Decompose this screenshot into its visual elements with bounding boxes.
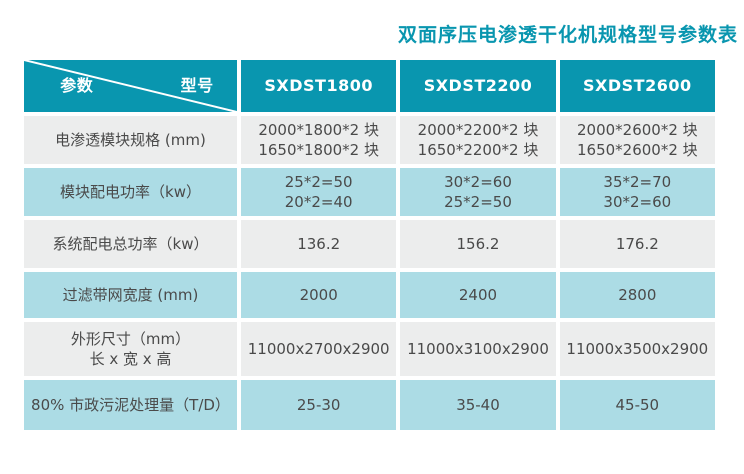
cell-sludge-capacity-3: 45-50	[559, 380, 715, 430]
cell-belt-width-2: 2400	[400, 272, 556, 318]
diagonal-divider	[24, 60, 237, 112]
cell-module-spec-3: 2000*2600*2 块 1650*2600*2 块	[559, 116, 715, 164]
cell-system-power-1: 136.2	[241, 220, 397, 268]
row-label-module-power: 模块配电功率（kw）	[24, 168, 237, 216]
page-title: 双面序压电渗透干化机规格型号参数表	[397, 24, 738, 46]
cell-dimensions-1: 11000x2700x2900	[241, 322, 397, 376]
column-header-sxdst2200: SXDST2200	[400, 60, 556, 112]
cell-module-power-3: 35*2=70 30*2=60	[559, 168, 715, 216]
cell-dimensions-3: 11000x3500x2900	[559, 322, 715, 376]
cell-belt-width-3: 2800	[559, 272, 715, 318]
cell-module-power-1: 25*2=50 20*2=40	[241, 168, 397, 216]
row-label-module-spec: 电渗透模块规格 (mm)	[24, 116, 237, 164]
column-header-sxdst1800: SXDST1800	[241, 60, 397, 112]
column-header-sxdst2600: SXDST2600	[559, 60, 715, 112]
cell-module-spec-2: 2000*2200*2 块 1650*2200*2 块	[400, 116, 556, 164]
corner-param-label: 参数	[60, 76, 94, 96]
cell-module-spec-1: 2000*1800*2 块 1650*1800*2 块	[241, 116, 397, 164]
cell-sludge-capacity-1: 25-30	[241, 380, 397, 430]
cell-system-power-3: 176.2	[559, 220, 715, 268]
row-label-dimensions: 外形尺寸（mm） 长 x 宽 x 高	[24, 322, 237, 376]
title-bar: 双面序压电渗透干化机规格型号参数表	[0, 0, 744, 60]
cell-belt-width-1: 2000	[241, 272, 397, 318]
corner-model-label: 型号	[180, 76, 214, 96]
row-label-sludge-capacity: 80% 市政污泥处理量（T/D）	[24, 380, 237, 430]
row-label-belt-width: 过滤带网宽度 (mm)	[24, 272, 237, 318]
corner-cell: 参数 型号	[24, 60, 237, 112]
cell-module-power-2: 30*2=60 25*2=50	[400, 168, 556, 216]
cell-system-power-2: 156.2	[400, 220, 556, 268]
spec-table: 参数 型号 SXDST1800 SXDST2200 SXDST2600 电渗透模…	[24, 60, 715, 430]
cell-dimensions-2: 11000x3100x2900	[400, 322, 556, 376]
row-label-system-power: 系统配电总功率（kw）	[24, 220, 237, 268]
cell-sludge-capacity-2: 35-40	[400, 380, 556, 430]
